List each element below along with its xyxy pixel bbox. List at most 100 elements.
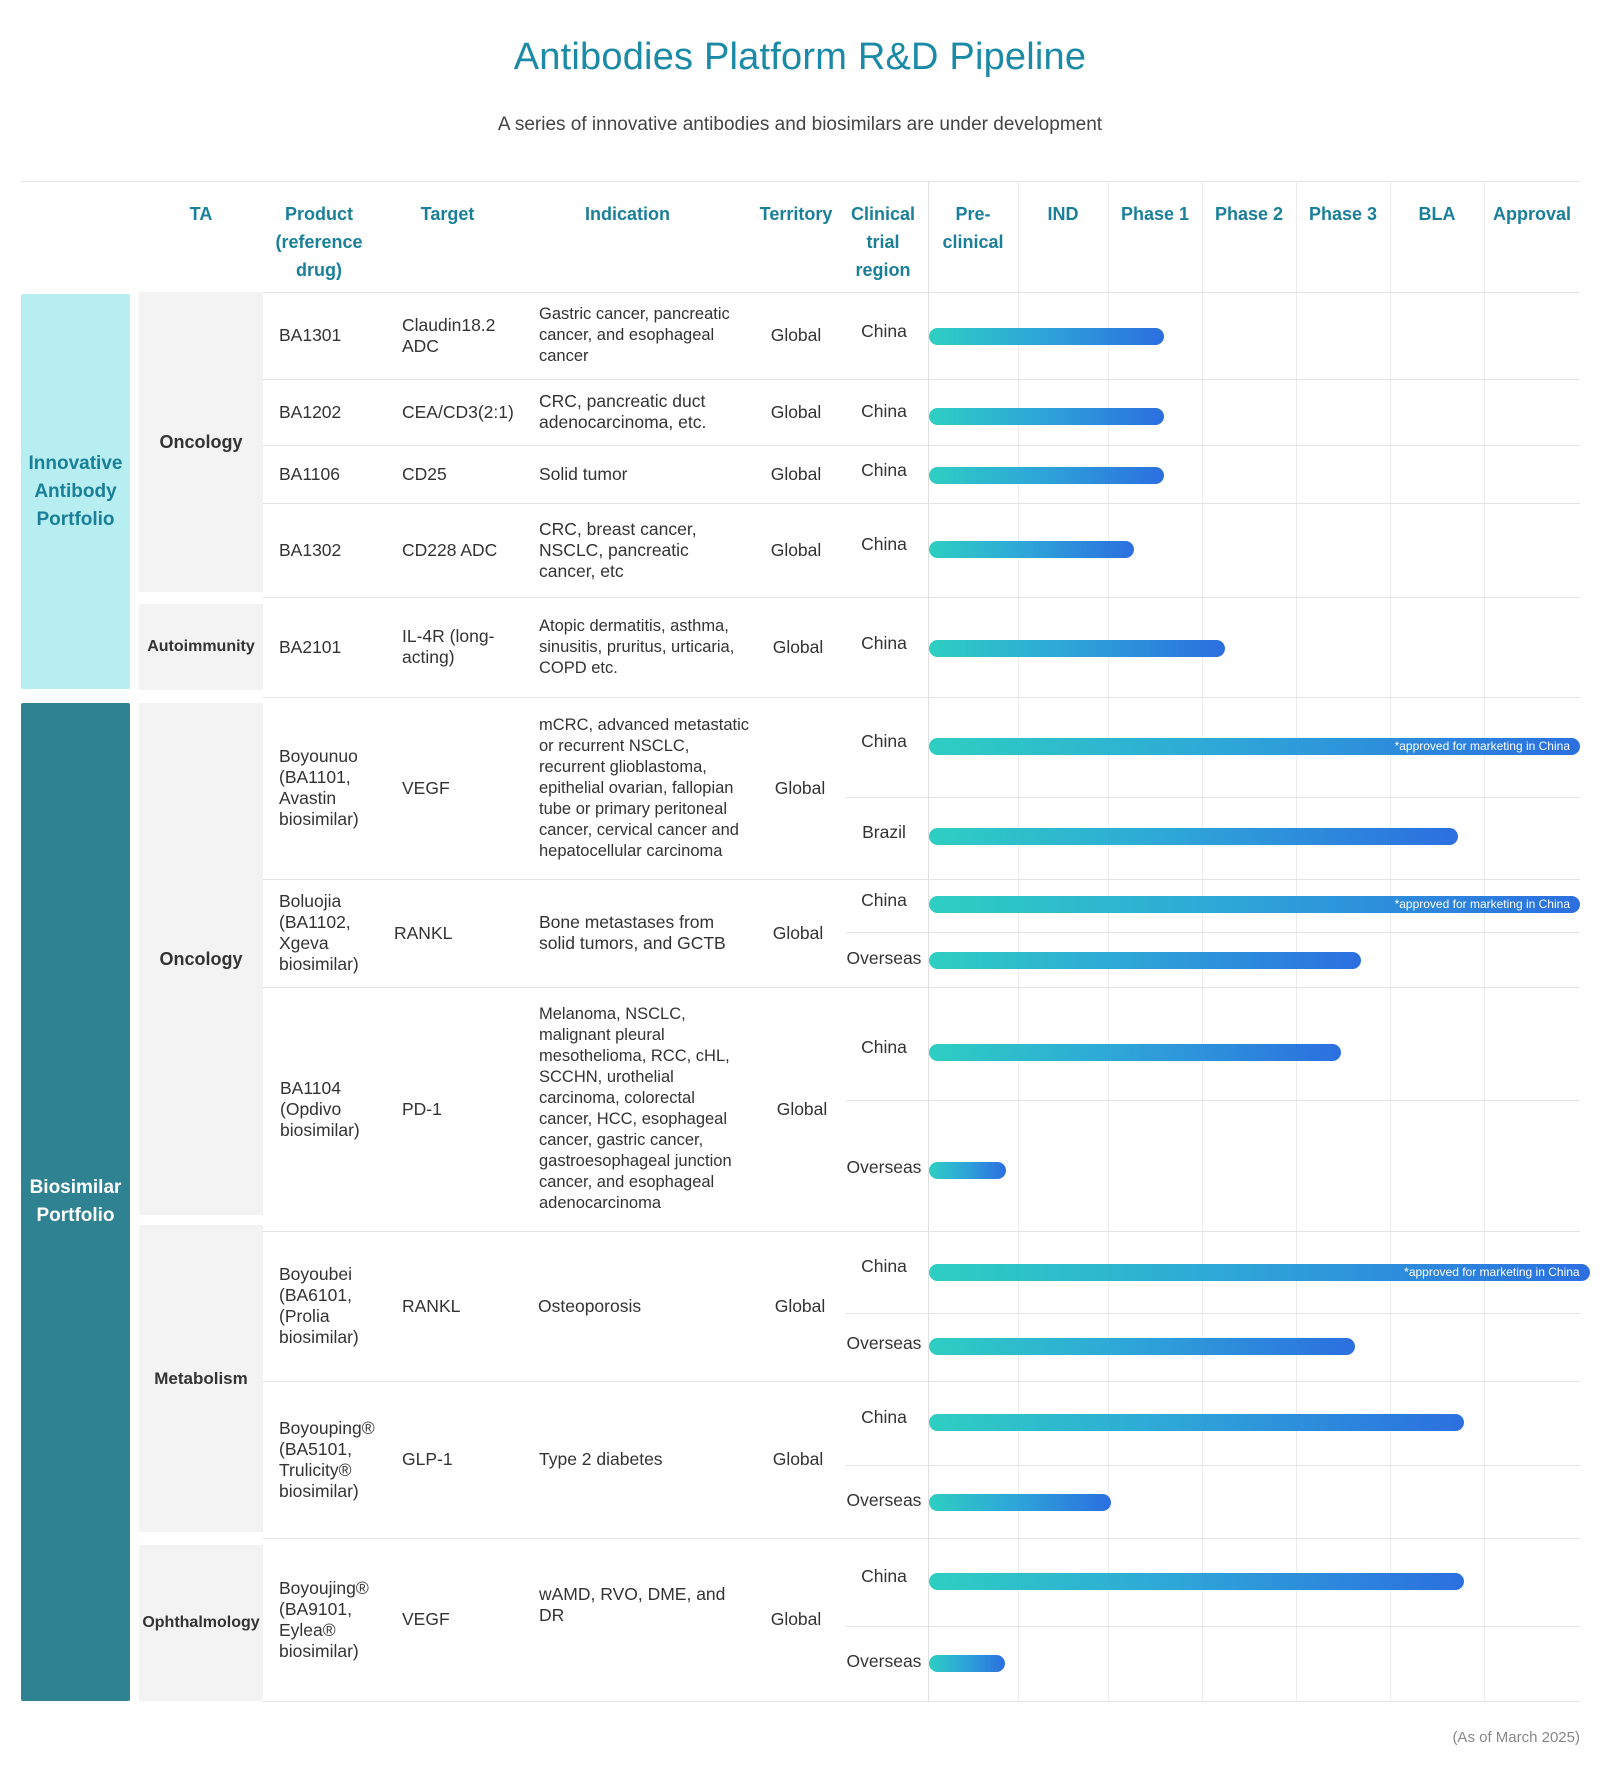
row-separator bbox=[846, 1465, 1580, 1466]
stage-header: Phase 1 bbox=[1120, 204, 1190, 224]
stage-grid-line bbox=[1390, 181, 1391, 1701]
trial-region-label: China bbox=[861, 534, 907, 554]
product-indication: Solid tumor bbox=[539, 463, 628, 484]
approval-note: *approved for marketing in China bbox=[1404, 1265, 1580, 1279]
portfolio-innovative: Innovative Antibody Portfolio bbox=[21, 294, 130, 689]
row-separator bbox=[263, 379, 1580, 380]
page-subtitle: A series of innovative antibodies and bi… bbox=[497, 114, 1103, 135]
trial-region-label: Overseas bbox=[846, 1490, 922, 1510]
stage-grid-line bbox=[1202, 181, 1203, 1701]
product-target: IL-4R (long-acting) bbox=[402, 626, 495, 667]
product-indication: CRC, pancreatic duct adenocarcinoma, etc… bbox=[539, 391, 707, 432]
pipeline-bar bbox=[929, 541, 1135, 558]
product-name: Boyouping® (BA5101, Trulicity® biosimila… bbox=[279, 1417, 375, 1501]
pipeline-bar: *approved for marketing in China bbox=[929, 1264, 1590, 1281]
stage-grid-line bbox=[1018, 181, 1019, 1701]
product-territory: Global bbox=[770, 463, 822, 484]
row-separator bbox=[263, 597, 1580, 598]
trial-region-label: Overseas bbox=[846, 1157, 922, 1177]
product-target: RANKL bbox=[394, 922, 453, 943]
product-name: BA1302 bbox=[279, 539, 342, 560]
pipeline-bar: *approved for marketing in China bbox=[929, 896, 1580, 913]
col-header-indication: Indication bbox=[585, 204, 670, 224]
product-name: BA1106 bbox=[279, 463, 340, 484]
approval-note: *approved for marketing in China bbox=[1394, 739, 1570, 753]
product-target: VEGF bbox=[402, 777, 450, 798]
row-separator bbox=[263, 1538, 1580, 1539]
pipeline-bar bbox=[929, 1044, 1342, 1061]
product-target: Claudin18.2 ADC bbox=[402, 314, 496, 356]
stage-grid-line bbox=[1296, 181, 1297, 1701]
row-separator bbox=[263, 292, 1580, 293]
product-target: RANKL bbox=[402, 1295, 461, 1316]
pipeline-bar bbox=[929, 1573, 1465, 1590]
product-name: Boyoubei (BA6101, (Prolia biosimilar) bbox=[279, 1264, 359, 1347]
product-territory: Global bbox=[774, 777, 826, 798]
trial-region-label: China bbox=[861, 1037, 907, 1057]
pipeline-bar bbox=[929, 328, 1165, 345]
product-indication: Bone metastases from solid tumors, and G… bbox=[539, 912, 726, 953]
product-territory: Global bbox=[770, 539, 822, 560]
trial-region-label: China bbox=[861, 890, 907, 910]
product-target: PD-1 bbox=[402, 1098, 442, 1119]
pipeline-bar: *approved for marketing in China bbox=[929, 738, 1580, 755]
product-name: BA1301 bbox=[279, 325, 342, 345]
pipeline-bar bbox=[929, 1338, 1356, 1355]
stage-header: Phase 3 bbox=[1308, 204, 1378, 224]
row-separator bbox=[263, 987, 1580, 988]
product-indication: mCRC, advanced metastatic or recurrent N… bbox=[539, 715, 749, 860]
trial-region-label: China bbox=[861, 321, 907, 341]
product-indication: CRC, breast cancer, NSCLC, pancreatic ca… bbox=[539, 518, 697, 581]
trial-region-label: Brazil bbox=[862, 822, 906, 842]
product-territory: Global bbox=[770, 1609, 822, 1629]
product-target: VEGF bbox=[402, 1609, 450, 1629]
product-target: GLP-1 bbox=[402, 1449, 453, 1469]
pipeline-bar bbox=[929, 408, 1165, 425]
row-separator bbox=[263, 1701, 1580, 1702]
stage-header: IND bbox=[1047, 204, 1079, 224]
portfolio-biosimilar: Biosimilar Portfolio bbox=[21, 703, 130, 1701]
row-separator bbox=[263, 697, 1580, 698]
col-header-region: Clinical trial region bbox=[850, 204, 916, 280]
stage-header: BLA bbox=[1418, 204, 1456, 224]
product-territory: Global bbox=[770, 401, 822, 422]
trial-region-label: China bbox=[861, 1407, 907, 1427]
product-target: CD228 ADC bbox=[402, 539, 498, 560]
pipeline-bar bbox=[929, 952, 1361, 969]
product-territory: Global bbox=[772, 636, 824, 657]
row-separator bbox=[263, 445, 1580, 446]
product-target: CD25 bbox=[402, 463, 447, 484]
ta-ophthalmology: Ophthalmology bbox=[139, 1545, 263, 1701]
product-indication: Osteoporosis bbox=[538, 1295, 642, 1316]
ta-autoimmunity: Autoimmunity bbox=[139, 604, 263, 690]
stage-grid-line bbox=[1484, 181, 1485, 1701]
stage-header: Pre-clinical bbox=[942, 204, 1004, 252]
product-territory: Global bbox=[774, 1295, 826, 1316]
col-header-territory: Territory bbox=[759, 204, 833, 224]
page-title: Antibodies Platform R&D Pipeline bbox=[513, 36, 1087, 78]
product-indication: Gastric cancer, pancreatic cancer, and e… bbox=[539, 305, 730, 365]
product-indication: Atopic dermatitis, asthma, sinusitis, pr… bbox=[539, 616, 735, 677]
ta-metabolism: Metabolism bbox=[139, 1225, 263, 1532]
row-separator bbox=[846, 797, 1580, 798]
product-name: Boluojia (BA1102, Xgeva biosimilar) bbox=[279, 891, 359, 974]
approval-note: *approved for marketing in China bbox=[1394, 897, 1570, 911]
as-of-note: (As of March 2025) bbox=[1452, 1729, 1580, 1746]
product-name: BA1202 bbox=[279, 401, 342, 422]
row-separator bbox=[846, 1100, 1580, 1101]
trial-region-label: China bbox=[861, 460, 907, 480]
pipeline-bar bbox=[929, 640, 1225, 657]
pipeline-bar bbox=[929, 1414, 1465, 1431]
trial-region-label: China bbox=[861, 1256, 907, 1276]
pipeline-bar bbox=[929, 1162, 1007, 1179]
row-separator bbox=[263, 1231, 1580, 1232]
product-territory: Global bbox=[772, 922, 824, 943]
product-territory: Global bbox=[776, 1098, 828, 1119]
product-territory: Global bbox=[772, 1449, 824, 1469]
stage-grid-line bbox=[1108, 181, 1109, 1701]
pipeline-bar bbox=[929, 828, 1458, 845]
ta-oncology: Oncology bbox=[139, 292, 263, 592]
stage-header: Phase 2 bbox=[1214, 204, 1284, 224]
stage-grid-line bbox=[928, 181, 929, 1701]
product-name: Boyoujing® (BA9101, Eylea® biosimilar) bbox=[279, 1577, 369, 1661]
